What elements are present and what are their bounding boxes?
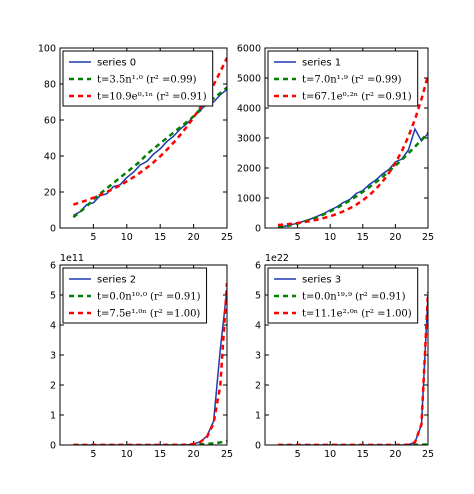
y-tick-label: 60 bbox=[44, 116, 56, 127]
y-offset-label: 1e11 bbox=[60, 253, 84, 264]
y-tick-label: 4 bbox=[50, 321, 56, 332]
legend-label: series 0 bbox=[97, 58, 136, 69]
series-line bbox=[73, 439, 227, 445]
legend-label: t=7.5e¹·⁰ⁿ (r² =1.00) bbox=[97, 309, 200, 320]
x-tick-label: 25 bbox=[221, 232, 233, 243]
series-line bbox=[72, 86, 227, 219]
y-tick-label: 6 bbox=[50, 261, 56, 272]
legend-label: t=11.1e²·⁰ⁿ (r² =1.00) bbox=[302, 309, 412, 320]
y-tick-label: 3 bbox=[255, 351, 261, 362]
x-tick-label: 10 bbox=[324, 232, 336, 243]
legend: series 0 t=3.5n¹·⁰ (r² =0.99) t=10.9e⁰·¹ⁿ … bbox=[62, 50, 214, 107]
y-tick-label: 2 bbox=[255, 381, 261, 392]
legend-label: t=3.5n¹·⁰ (r² =0.99) bbox=[97, 75, 197, 86]
series-line bbox=[277, 74, 428, 227]
x-tick-label: 20 bbox=[188, 232, 200, 243]
y-tick-label: 80 bbox=[44, 80, 56, 91]
y-tick-label: 40 bbox=[44, 152, 56, 163]
x-tick-label: 25 bbox=[422, 232, 434, 243]
legend-label: series 2 bbox=[97, 275, 136, 286]
y-tick-label: 4 bbox=[255, 321, 261, 332]
x-tick-label: 15 bbox=[154, 232, 166, 243]
axes-frame bbox=[264, 264, 429, 446]
y-tick-label: 2 bbox=[50, 381, 56, 392]
y-tick-label: 3000 bbox=[237, 134, 261, 145]
y-tick-label: 100 bbox=[38, 44, 56, 55]
y-tick-label: 6 bbox=[255, 261, 261, 272]
legend-label: t=67.1e⁰·²ⁿ (r² =0.91) bbox=[302, 92, 412, 103]
x-tick-label: 10 bbox=[324, 449, 336, 460]
x-tick-label: 5 bbox=[90, 449, 96, 460]
x-tick-label: 25 bbox=[422, 449, 434, 460]
axes-frame bbox=[264, 47, 429, 229]
x-tick-label: 25 bbox=[221, 449, 233, 460]
y-tick-label: 0 bbox=[50, 441, 56, 452]
legend-label: t=7.0n¹·⁹ (r² =0.99) bbox=[302, 75, 402, 86]
y-tick-label: 0 bbox=[255, 224, 261, 235]
series-line bbox=[73, 282, 227, 445]
series-line bbox=[277, 127, 428, 228]
legend-label: series 1 bbox=[302, 58, 341, 69]
legend: series 3 t=0.0n¹⁹·⁹ (r² =0.91) t=11.1e²·⁰ⁿ… bbox=[267, 267, 419, 324]
y-tick-label: 0 bbox=[50, 224, 56, 235]
y-tick-label: 20 bbox=[44, 188, 56, 199]
y-tick-label: 0 bbox=[255, 441, 261, 452]
x-tick-label: 5 bbox=[90, 232, 96, 243]
subplot: 5 10 15 20 25 0 1 2 3 4 5 6 1e11 series 2 t=0.0n¹⁰·⁰ (… bbox=[50, 253, 233, 460]
y-tick-label: 2000 bbox=[237, 164, 261, 175]
subplot: 5 10 15 20 25 0 1000 2000 3000 4000 5000 6000 series… bbox=[237, 44, 434, 244]
legend-label: t=10.9e⁰·¹ⁿ (r² =0.91) bbox=[97, 92, 207, 103]
y-tick-label: 1 bbox=[50, 411, 56, 422]
legend: series 1 t=7.0n¹·⁹ (r² =0.99) t=67.1e⁰·²ⁿ … bbox=[267, 50, 419, 107]
x-tick-label: 20 bbox=[389, 449, 401, 460]
y-tick-label: 1000 bbox=[237, 194, 261, 205]
x-tick-label: 5 bbox=[295, 449, 301, 460]
legend-label: series 3 bbox=[302, 275, 341, 286]
x-tick-label: 20 bbox=[188, 449, 200, 460]
legend-frame bbox=[62, 267, 208, 324]
x-tick-label: 10 bbox=[121, 449, 133, 460]
x-tick-label: 15 bbox=[357, 449, 369, 460]
x-tick-label: 20 bbox=[389, 232, 401, 243]
y-tick-label: 1 bbox=[255, 411, 261, 422]
legend-label: t=0.0n¹⁰·⁰ (r² =0.91) bbox=[97, 292, 201, 303]
y-tick-label: 4000 bbox=[237, 104, 261, 115]
x-tick-label: 15 bbox=[357, 232, 369, 243]
y-tick-label: 6000 bbox=[237, 44, 261, 55]
y-tick-label: 3 bbox=[50, 351, 56, 362]
x-tick-label: 10 bbox=[121, 232, 133, 243]
y-offset-label: 1e22 bbox=[265, 253, 289, 264]
x-tick-label: 5 bbox=[295, 232, 301, 243]
axes-frame bbox=[59, 264, 228, 446]
legend: series 2 t=0.0n¹⁰·⁰ (r² =0.91) t=7.5e¹·⁰ⁿ … bbox=[62, 267, 208, 324]
x-tick-label: 15 bbox=[154, 449, 166, 460]
y-tick-label: 5 bbox=[50, 291, 56, 302]
legend-label: t=0.0n¹⁹·⁹ (r² =0.91) bbox=[302, 292, 406, 303]
y-tick-label: 5000 bbox=[237, 74, 261, 85]
series-line bbox=[73, 88, 227, 217]
axes-frame bbox=[59, 47, 228, 229]
series-line bbox=[277, 132, 428, 228]
subplot: 5 10 15 20 25 0 20 40 60 80 100 series 0 t=3.5n¹·⁰ (… bbox=[38, 44, 233, 244]
y-tick-label: 5 bbox=[255, 291, 261, 302]
subplot: 5 10 15 20 25 0 1 2 3 4 5 6 1e22 series 3 t=0.0n¹⁹·⁹ (… bbox=[255, 253, 434, 460]
